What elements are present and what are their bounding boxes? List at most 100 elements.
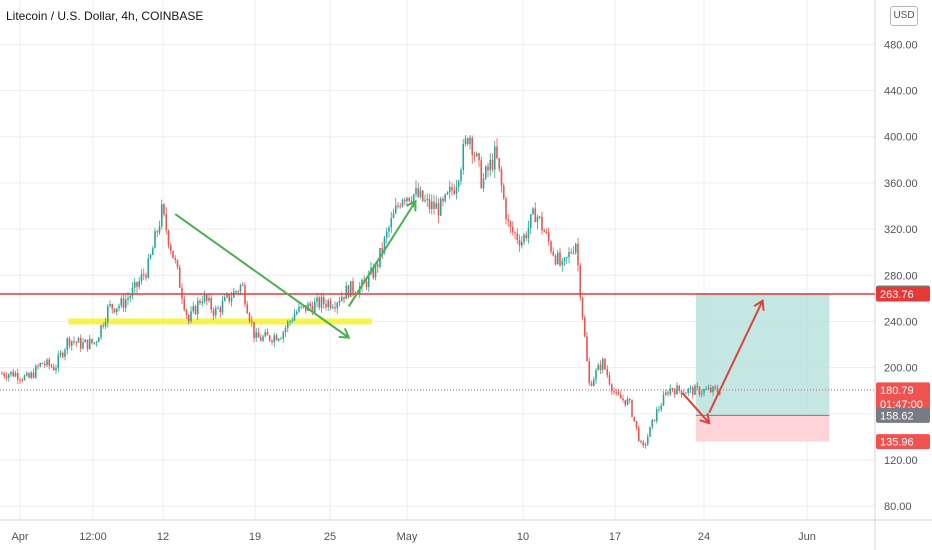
candle-body bbox=[493, 146, 496, 170]
candle-body bbox=[253, 322, 255, 338]
candle-body bbox=[509, 221, 512, 227]
candle-body bbox=[365, 281, 368, 287]
candle-body bbox=[176, 259, 179, 268]
candle-body bbox=[316, 297, 318, 302]
candle-body bbox=[136, 282, 138, 287]
y-tick-label: 320.00 bbox=[884, 224, 918, 236]
candle-body bbox=[59, 352, 62, 356]
x-tick-label: 25 bbox=[324, 531, 336, 543]
candle-body bbox=[471, 137, 474, 156]
candle-body bbox=[367, 274, 370, 287]
candle-body bbox=[311, 306, 314, 313]
candle-body bbox=[446, 192, 449, 195]
candle-body bbox=[556, 252, 559, 264]
support-zone bbox=[68, 318, 373, 325]
x-tick-label: May bbox=[397, 531, 418, 543]
candle-body bbox=[415, 188, 417, 195]
candle-body bbox=[41, 362, 44, 364]
candle-body bbox=[271, 340, 273, 343]
candle-body bbox=[442, 198, 444, 202]
candle-body bbox=[291, 320, 294, 322]
candle-body bbox=[111, 304, 114, 309]
candle-body bbox=[320, 297, 323, 308]
y-tick-label: 480.00 bbox=[884, 39, 918, 51]
candle-body bbox=[622, 398, 624, 401]
candle-body bbox=[473, 155, 476, 157]
candle-body bbox=[574, 243, 577, 253]
candle-body bbox=[545, 232, 548, 234]
candle-body bbox=[259, 337, 262, 341]
candle-body bbox=[435, 203, 438, 209]
candle-body bbox=[606, 369, 609, 376]
candle-body bbox=[631, 400, 633, 417]
candle-body bbox=[138, 281, 141, 287]
candle-body bbox=[568, 252, 570, 258]
candle-body bbox=[480, 160, 483, 189]
candle-body bbox=[208, 297, 210, 301]
candle-body bbox=[250, 321, 253, 323]
candle-body bbox=[624, 400, 627, 405]
candle-body bbox=[106, 305, 109, 323]
trend-arrow-head bbox=[406, 199, 417, 212]
candle-body bbox=[93, 342, 96, 344]
candle-body bbox=[266, 332, 269, 336]
candle-body bbox=[219, 307, 222, 313]
candle-body bbox=[12, 371, 15, 377]
candle-body bbox=[496, 146, 498, 159]
candle-body bbox=[588, 361, 591, 384]
candle-body bbox=[687, 388, 690, 393]
candle-body bbox=[671, 388, 674, 391]
candle-body bbox=[590, 383, 593, 386]
candle-body bbox=[223, 296, 226, 301]
candle-body bbox=[597, 364, 600, 371]
candle-body bbox=[529, 214, 532, 228]
candle-body bbox=[239, 284, 242, 292]
currency-button[interactable]: USD bbox=[890, 6, 918, 26]
candle-body bbox=[347, 285, 350, 297]
candle-body bbox=[487, 166, 489, 171]
candle-body bbox=[518, 240, 521, 246]
x-tick-label: 10 bbox=[517, 531, 529, 543]
candle-body bbox=[214, 308, 217, 316]
candle-body bbox=[25, 373, 28, 376]
trend-arrow-head bbox=[699, 413, 711, 425]
candle-body bbox=[707, 387, 710, 390]
candle-body bbox=[3, 373, 6, 377]
candle-body bbox=[525, 234, 528, 239]
candle-body bbox=[527, 227, 530, 239]
candle-body bbox=[361, 279, 363, 287]
candle-body bbox=[604, 358, 606, 370]
candle-body bbox=[466, 138, 469, 145]
countdown-label: 01:47:00 bbox=[880, 399, 923, 411]
candle-body bbox=[712, 386, 714, 392]
candle-body bbox=[118, 305, 120, 309]
candle-body bbox=[1, 373, 3, 375]
y-tick-label: 440.00 bbox=[884, 86, 918, 98]
candle-body bbox=[145, 275, 147, 278]
candle-body bbox=[32, 372, 35, 378]
candle-body bbox=[97, 337, 100, 343]
candle-body bbox=[633, 416, 636, 421]
candle-body bbox=[613, 391, 615, 393]
candle-body bbox=[295, 311, 298, 315]
candle-body bbox=[158, 226, 161, 233]
candle-body bbox=[709, 387, 712, 392]
candle-body bbox=[203, 294, 206, 302]
candle-body bbox=[313, 301, 316, 313]
candle-body bbox=[248, 313, 251, 322]
candle-body bbox=[255, 332, 258, 338]
candle-body bbox=[565, 257, 568, 259]
candle-body bbox=[131, 287, 134, 296]
candle-body bbox=[210, 297, 213, 310]
candle-body bbox=[617, 392, 620, 395]
candle-body bbox=[388, 227, 390, 232]
candle-body bbox=[66, 338, 69, 350]
candle-body bbox=[543, 230, 546, 233]
candle-body bbox=[372, 267, 375, 278]
candle-body bbox=[149, 254, 152, 259]
candle-body bbox=[541, 216, 543, 231]
candle-body bbox=[280, 338, 282, 340]
candle-body bbox=[662, 394, 665, 406]
candle-body bbox=[383, 237, 386, 253]
